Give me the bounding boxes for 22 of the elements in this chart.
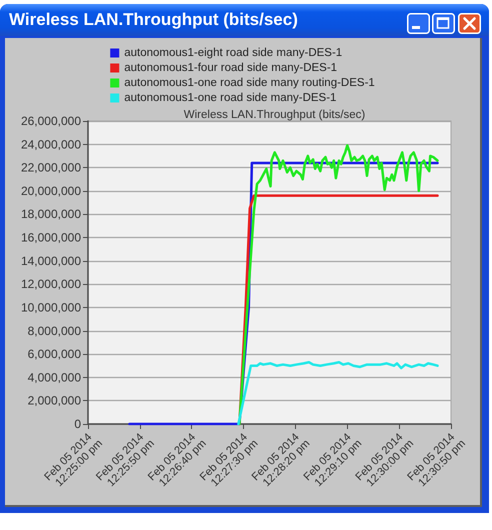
y-tick-label: 16,000,000 [20,230,82,245]
legend-label: autonomous1-one road side many routing-DES-1 [124,77,375,89]
y-tick-label: 12,000,000 [20,277,82,292]
y-tick-label: 20,000,000 [20,184,82,198]
legend-label: autonomous1-four road side many-DES-1 [124,62,338,74]
y-tick-label: 4,000,000 [28,370,82,384]
y-tick-label: 24,000,000 [20,137,82,152]
y-tick-label: 10,000,000 [20,300,82,314]
y-tick-label: 14,000,000 [20,254,82,268]
y-tick-label: 22,000,000 [20,160,82,175]
line-series [237,360,439,426]
y-tick-label: 18,000,000 [20,207,82,222]
chart-subtitle: Wireless LAN.Throughput (bits/sec) [9,10,298,30]
y-tick-label: 2,000,000 [28,394,82,408]
legend-label: autonomous1-one road side many-DES-1 [124,92,336,104]
chart-title: Wireless LAN.Throughput (bits/sec) [184,109,366,121]
legend-label: autonomous1-eight road side many-DES-1 [124,47,342,59]
y-tick-label: 0 [74,417,82,431]
line-series [238,144,439,426]
y-tick-label: 8,000,000 [28,324,82,338]
y-tick-label: 6,000,000 [28,347,82,362]
y-tick-label: 26,000,000 [20,114,82,128]
